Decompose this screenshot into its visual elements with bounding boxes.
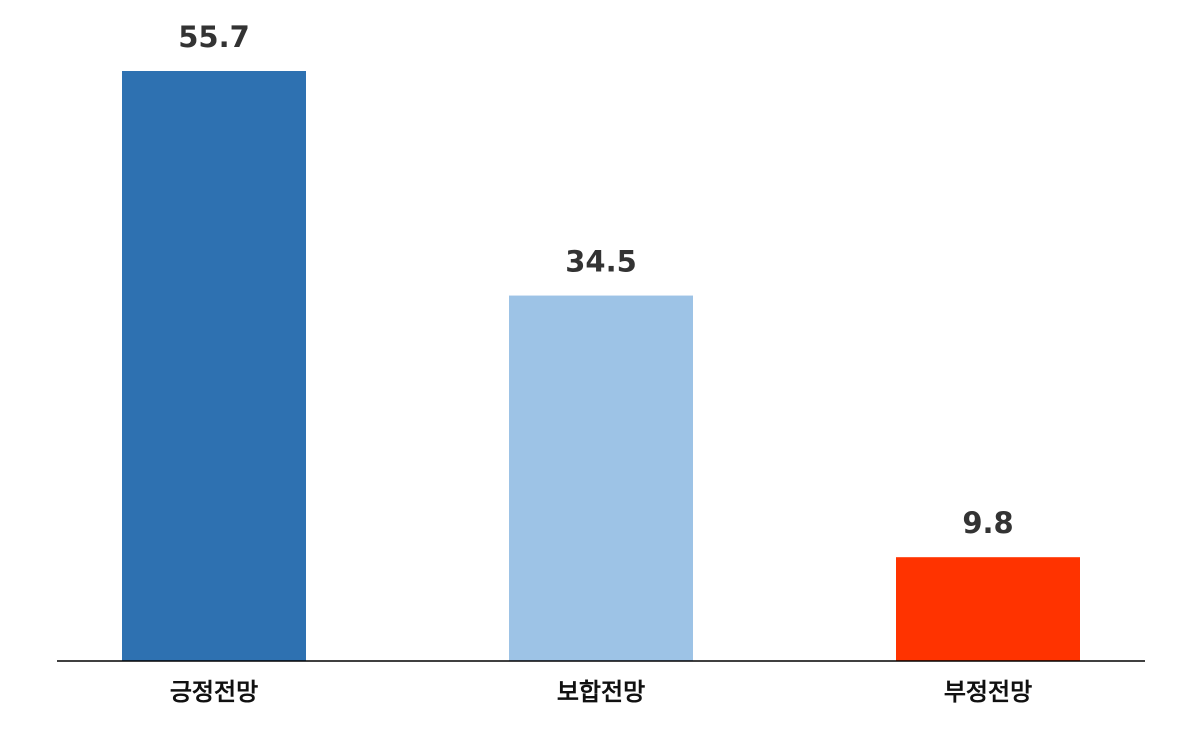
bars — [122, 71, 1080, 661]
value-label: 9.8 — [962, 506, 1013, 540]
x-tick-label: 긍정전망 — [170, 678, 258, 706]
bar — [896, 557, 1080, 661]
bar — [122, 71, 306, 661]
value-label: 34.5 — [565, 245, 637, 279]
x-tick-label: 부정전망 — [944, 678, 1032, 706]
value-label: 55.7 — [178, 20, 250, 54]
x-tick-label: 보합전망 — [557, 678, 645, 706]
bar — [509, 295, 693, 661]
